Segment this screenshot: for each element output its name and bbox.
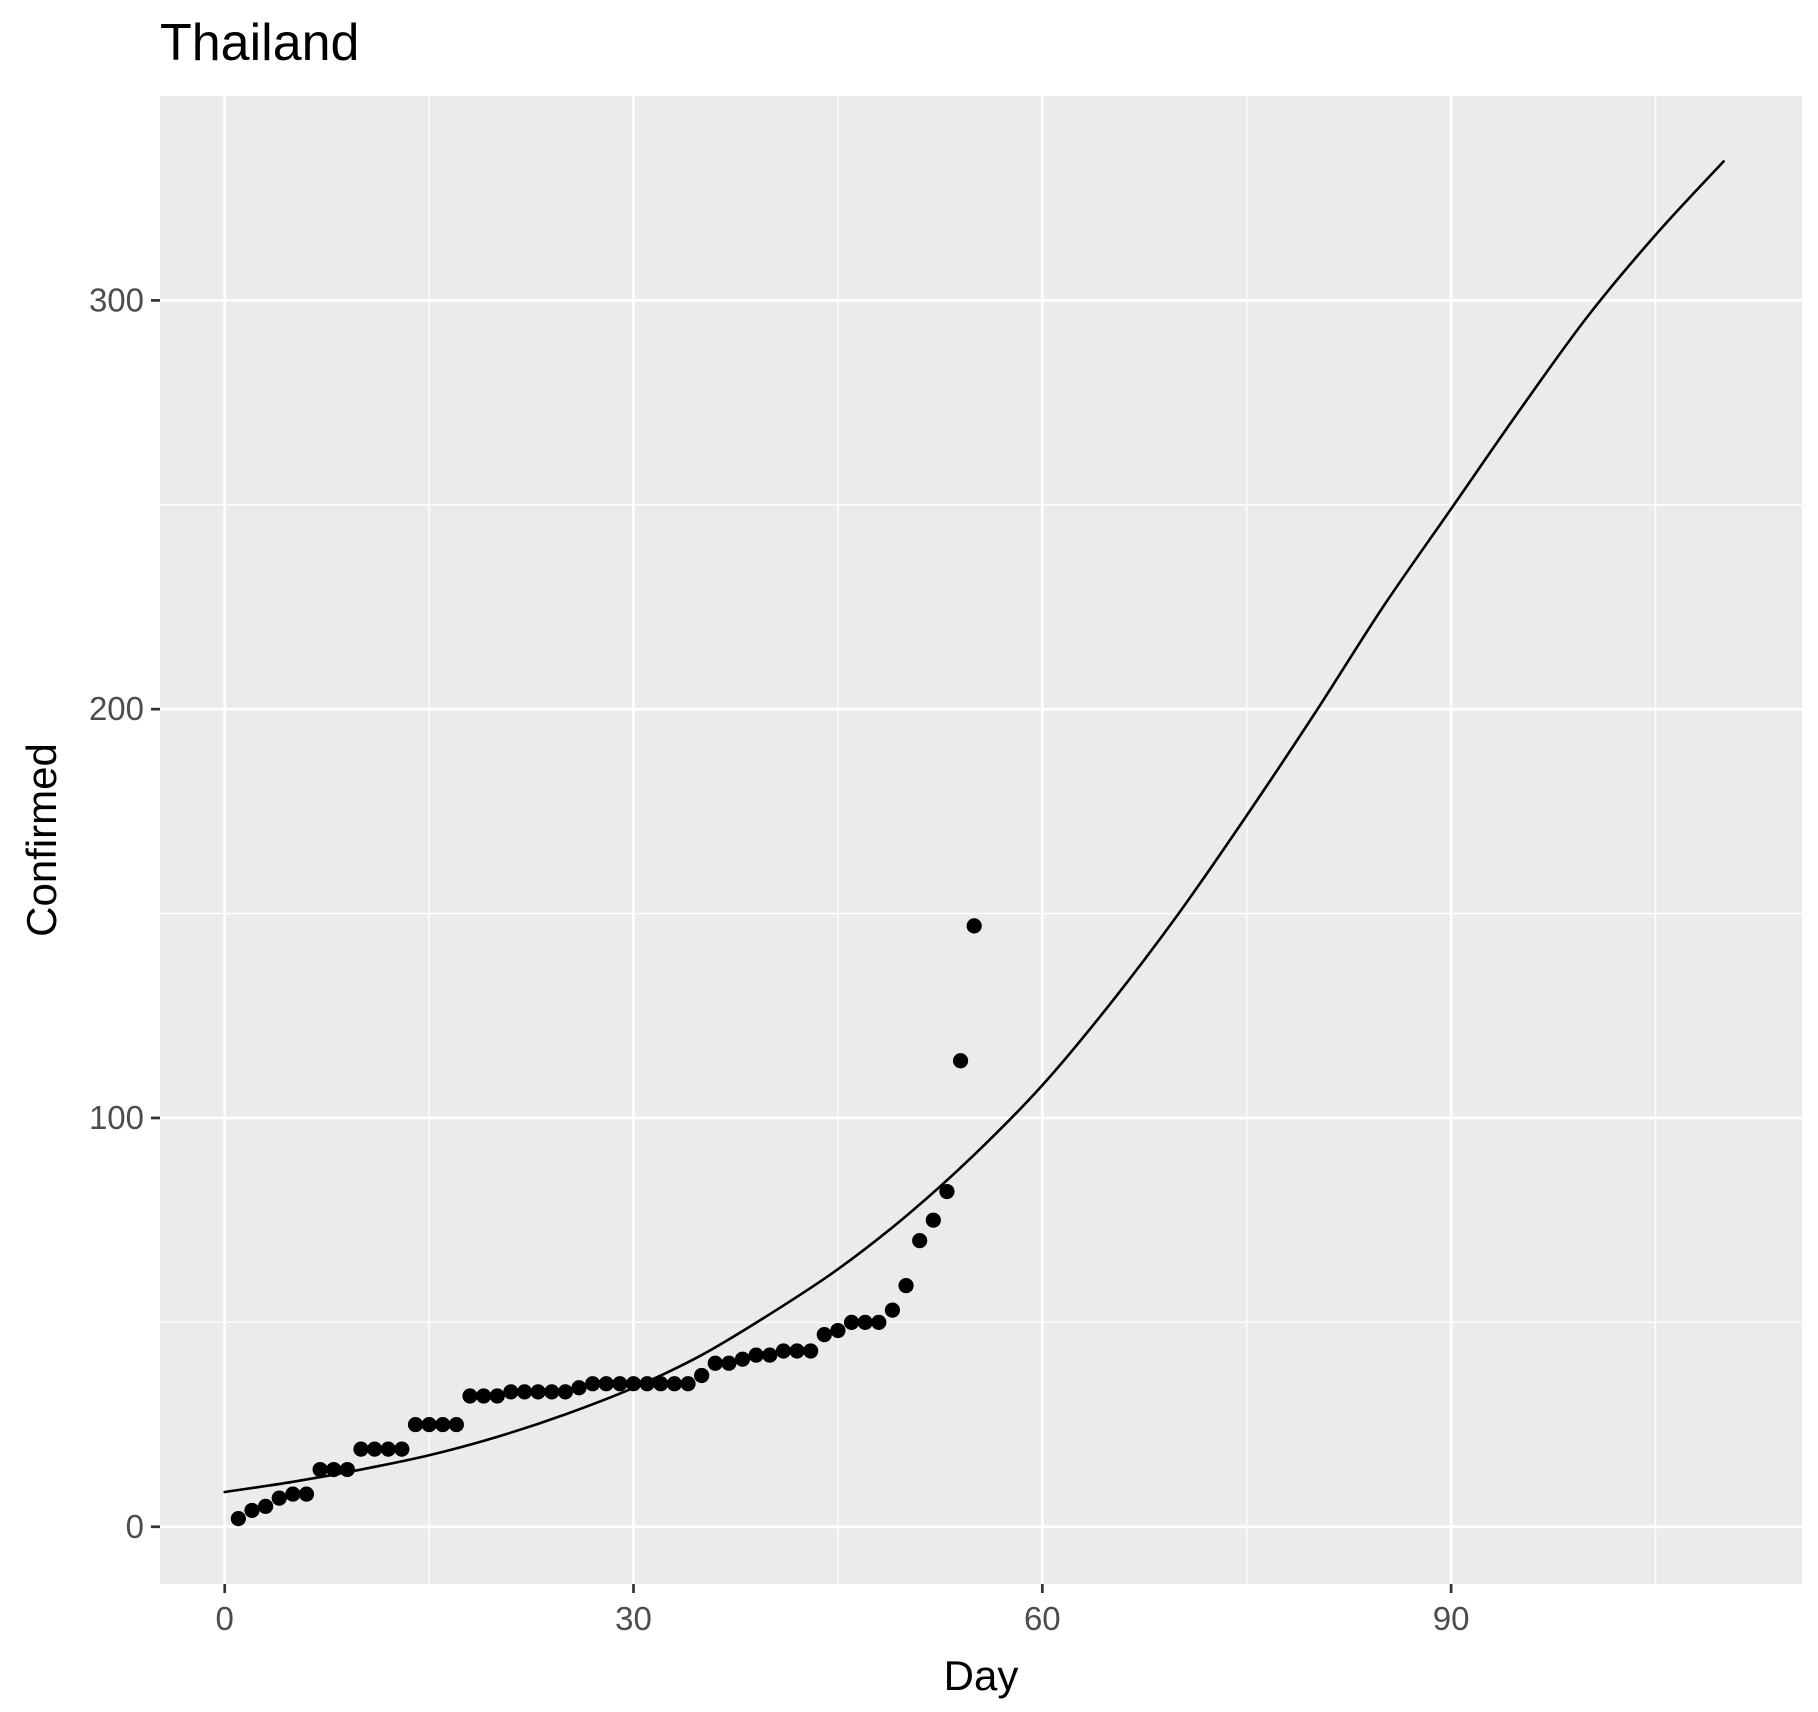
data-point bbox=[353, 1441, 369, 1457]
data-point bbox=[830, 1322, 846, 1339]
chart-title: Thailand bbox=[160, 14, 359, 72]
data-point bbox=[435, 1416, 451, 1433]
data-point bbox=[448, 1416, 464, 1433]
y-tick-label: 200 bbox=[89, 690, 144, 727]
data-point bbox=[871, 1314, 887, 1330]
data-point bbox=[843, 1314, 860, 1330]
data-point bbox=[912, 1233, 928, 1249]
plot-panel bbox=[160, 96, 1802, 1584]
data-point bbox=[230, 1510, 246, 1527]
data-point bbox=[421, 1416, 437, 1433]
data-point bbox=[952, 1053, 969, 1069]
data-point bbox=[898, 1277, 914, 1294]
data-point bbox=[339, 1461, 355, 1478]
data-point bbox=[530, 1384, 546, 1400]
x-axis: 0 30 60 90 bbox=[216, 1584, 1470, 1637]
data-point bbox=[557, 1384, 573, 1400]
y-tick-label: 0 bbox=[126, 1508, 144, 1545]
data-point bbox=[639, 1376, 655, 1392]
major-gridlines bbox=[160, 96, 1802, 1584]
data-point bbox=[585, 1376, 601, 1392]
data-point bbox=[367, 1441, 383, 1457]
data-point bbox=[476, 1388, 492, 1404]
data-point bbox=[789, 1343, 805, 1359]
data-point bbox=[516, 1384, 533, 1400]
data-point bbox=[258, 1498, 274, 1514]
data-points bbox=[230, 918, 982, 1527]
minor-gridlines bbox=[160, 96, 1802, 1584]
data-point bbox=[884, 1302, 901, 1318]
data-point bbox=[721, 1355, 737, 1371]
data-point bbox=[407, 1416, 424, 1433]
data-point bbox=[857, 1314, 873, 1330]
x-tick-label: 60 bbox=[1024, 1600, 1061, 1637]
data-point bbox=[966, 918, 982, 934]
y-axis-title: Confirmed bbox=[18, 743, 65, 937]
y-tick-label: 100 bbox=[89, 1099, 144, 1136]
data-point bbox=[271, 1490, 287, 1506]
y-axis: 0 100 200 300 bbox=[89, 281, 160, 1545]
data-point bbox=[571, 1380, 587, 1396]
data-point bbox=[762, 1347, 778, 1363]
fitted-curve-line bbox=[223, 160, 1725, 1494]
data-point bbox=[598, 1376, 614, 1392]
data-point bbox=[653, 1376, 669, 1392]
data-point bbox=[666, 1376, 683, 1392]
data-point bbox=[326, 1461, 342, 1478]
x-axis-title: Day bbox=[944, 1652, 1019, 1699]
x-tick-label: 90 bbox=[1433, 1600, 1470, 1637]
data-point bbox=[298, 1486, 315, 1502]
data-point bbox=[925, 1212, 941, 1228]
data-point bbox=[544, 1384, 560, 1400]
data-point bbox=[244, 1502, 260, 1519]
y-tick-label: 300 bbox=[89, 281, 144, 318]
data-point bbox=[694, 1367, 710, 1384]
data-point bbox=[939, 1183, 955, 1200]
x-tick-label: 30 bbox=[615, 1600, 652, 1637]
data-point bbox=[462, 1388, 478, 1404]
data-point bbox=[394, 1441, 410, 1457]
data-point bbox=[734, 1351, 751, 1367]
data-point bbox=[707, 1355, 723, 1371]
data-point bbox=[312, 1461, 328, 1478]
data-point bbox=[489, 1388, 505, 1404]
data-point bbox=[748, 1347, 764, 1363]
data-point bbox=[816, 1327, 832, 1343]
data-point bbox=[625, 1376, 642, 1392]
data-point bbox=[803, 1343, 819, 1359]
data-point bbox=[612, 1376, 628, 1392]
data-point bbox=[285, 1486, 301, 1502]
x-tick-label: 0 bbox=[216, 1600, 234, 1637]
data-point bbox=[775, 1343, 792, 1359]
data-point bbox=[503, 1384, 519, 1400]
data-point bbox=[380, 1441, 396, 1457]
data-point bbox=[680, 1376, 696, 1392]
